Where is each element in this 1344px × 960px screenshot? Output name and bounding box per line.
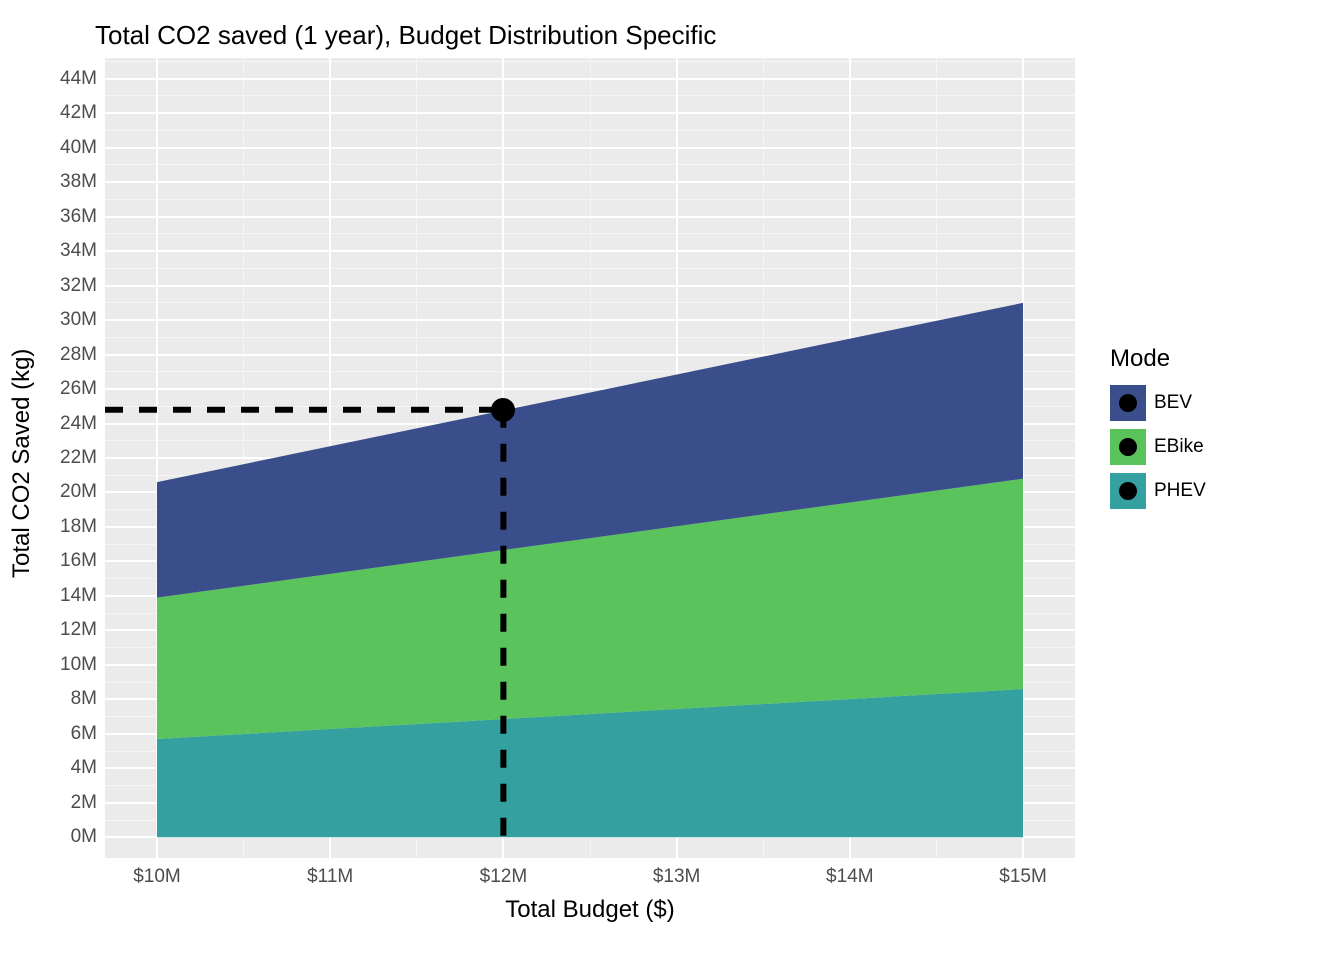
legend-swatch <box>1110 385 1146 421</box>
y-tick-label: 14M <box>60 585 97 607</box>
y-tick-label: 20M <box>60 481 97 503</box>
y-tick-label: 32M <box>60 275 97 297</box>
y-tick-label: 0M <box>71 826 97 848</box>
legend-item-ebike: EBike <box>1110 429 1204 465</box>
y-tick-label: 8M <box>71 688 97 710</box>
y-tick-label: 6M <box>71 723 97 745</box>
x-tick-label: $14M <box>820 866 880 888</box>
legend-label: BEV <box>1154 392 1192 414</box>
y-tick-label: 34M <box>60 240 97 262</box>
y-tick-label: 28M <box>60 344 97 366</box>
y-tick-label: 26M <box>60 378 97 400</box>
legend-swatch <box>1110 473 1146 509</box>
legend-title: Mode <box>1110 345 1170 373</box>
y-axis-label: Total CO2 Saved (kg) <box>8 349 36 578</box>
legend-item-phev: PHEV <box>1110 473 1206 509</box>
y-tick-label: 4M <box>71 757 97 779</box>
legend-label: EBike <box>1154 436 1204 458</box>
circle-icon <box>1119 394 1137 412</box>
y-tick-label: 18M <box>60 516 97 538</box>
x-axis-label: Total Budget ($) <box>490 896 690 924</box>
legend-item-bev: BEV <box>1110 385 1192 421</box>
y-tick-label: 2M <box>71 792 97 814</box>
y-tick-label: 38M <box>60 171 97 193</box>
y-tick-label: 24M <box>60 413 97 435</box>
legend-label: PHEV <box>1154 480 1206 502</box>
y-tick-label: 12M <box>60 619 97 641</box>
y-tick-label: 16M <box>60 550 97 572</box>
reference-marker <box>491 398 515 422</box>
y-tick-label: 42M <box>60 102 97 124</box>
x-tick-label: $12M <box>473 866 533 888</box>
y-tick-label: 22M <box>60 447 97 469</box>
circle-icon <box>1119 438 1137 456</box>
x-tick-label: $11M <box>300 866 360 888</box>
y-tick-label: 36M <box>60 206 97 228</box>
y-tick-label: 30M <box>60 309 97 331</box>
y-tick-label: 40M <box>60 137 97 159</box>
y-tick-label: 10M <box>60 654 97 676</box>
x-tick-label: $13M <box>647 866 707 888</box>
x-tick-label: $15M <box>993 866 1053 888</box>
legend-swatch <box>1110 429 1146 465</box>
chart-container: Total CO2 saved (1 year), Budget Distrib… <box>0 0 1344 960</box>
x-tick-label: $10M <box>127 866 187 888</box>
circle-icon <box>1119 482 1137 500</box>
y-tick-label: 44M <box>60 68 97 90</box>
